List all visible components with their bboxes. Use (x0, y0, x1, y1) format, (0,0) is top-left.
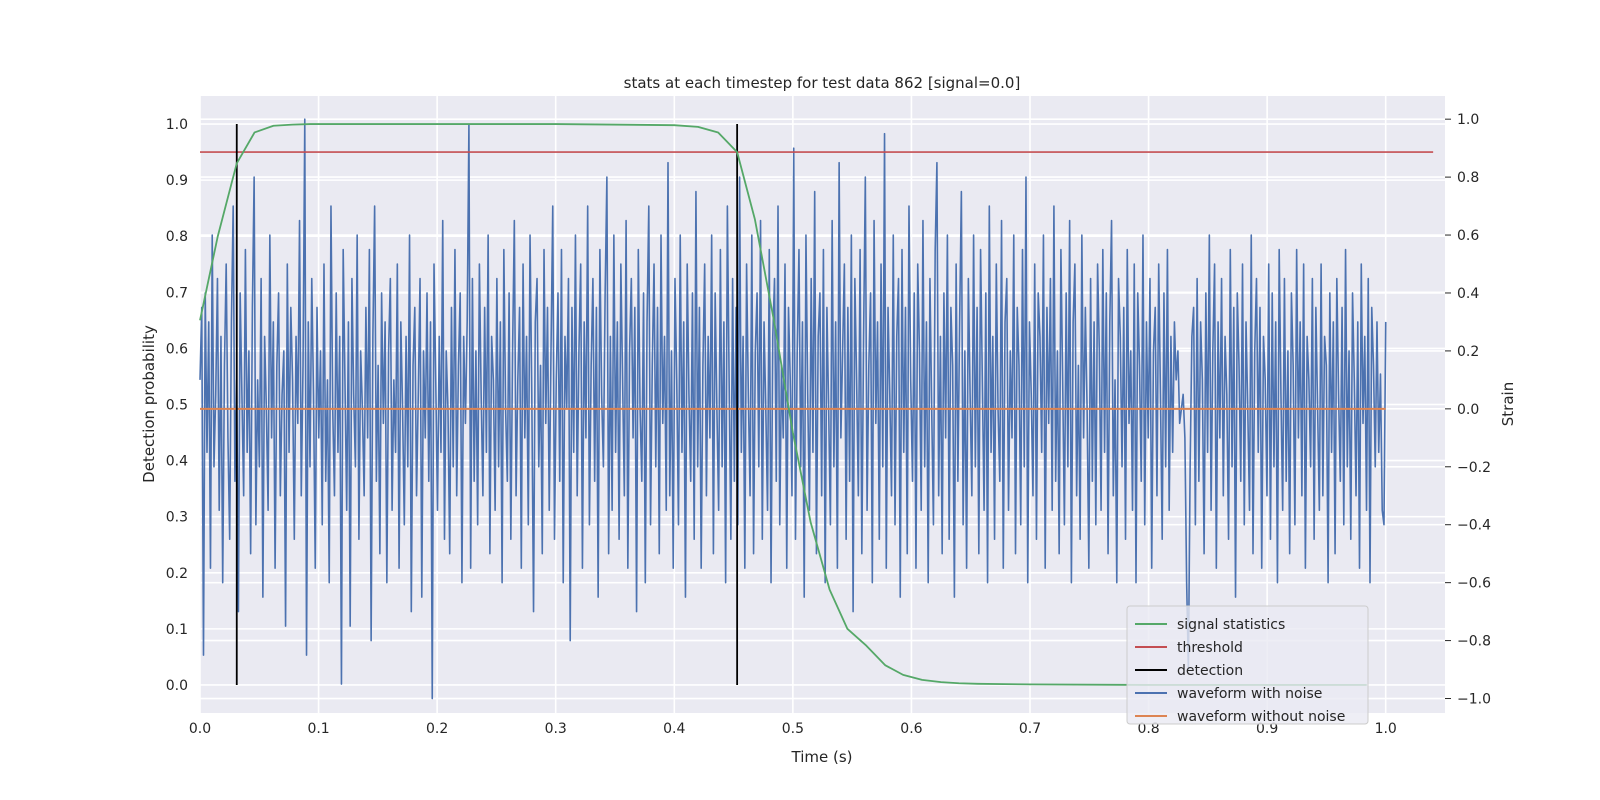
y-left-tick-label: 0.4 (166, 454, 188, 470)
y-right-tick-label: −0.8 (1457, 634, 1491, 650)
x-tick-label: 0.4 (663, 721, 685, 737)
y-left-tick-label: 1.0 (166, 117, 188, 133)
x-tick-label: 0.2 (426, 721, 448, 737)
y-left-tick-label: 0.2 (166, 566, 188, 582)
x-tick-label: 0.0 (189, 721, 211, 737)
y-right-tick-label: −1.0 (1457, 692, 1491, 708)
legend-entry: waveform with noise (1177, 686, 1322, 702)
x-tick-label: 0.5 (782, 721, 804, 737)
y-left-tick-label: 0.8 (166, 229, 188, 245)
y-right-tick-label: 0.2 (1457, 344, 1479, 360)
x-tick-label: 0.8 (1137, 721, 1159, 737)
x-tick-label: 0.7 (1019, 721, 1041, 737)
x-axis-ticks: 0.0 0.1 0.2 0.3 0.4 0.5 0.6 0.7 0.8 0.9 1.0 (189, 721, 1397, 737)
legend-entry: threshold (1177, 640, 1243, 656)
legend-box (1126, 605, 1369, 725)
x-tick-label: 0.3 (545, 721, 567, 737)
y-right-tick-label: −0.6 (1457, 576, 1491, 592)
y-axis-left-label: Detection probability (140, 325, 158, 483)
x-tick-label: 0.1 (307, 721, 329, 737)
y-right-tick-label: −0.4 (1457, 518, 1491, 534)
x-tick-label: 0.9 (1256, 721, 1278, 737)
y-left-tick-label: 0.1 (166, 622, 188, 638)
legend: signal statistics threshold detection wavef… (1126, 605, 1369, 725)
y-left-tick-label: 0.0 (166, 678, 188, 694)
y-right-tick-label: 0.6 (1457, 228, 1479, 244)
y-left-tick-label: 0.7 (166, 285, 188, 301)
y-left-tick-label: 0.9 (166, 173, 188, 189)
y-left-tick-label: 0.5 (166, 398, 188, 414)
y-right-tick-label: 0.4 (1457, 286, 1479, 302)
chart-title: stats at each timestep for test data 862… (624, 74, 1021, 92)
y-axis-left-ticks: 0.0 0.1 0.2 0.3 0.4 0.5 0.6 0.7 0.8 0.9 1.0 (166, 117, 188, 694)
legend-entry: signal statistics (1177, 617, 1285, 633)
x-axis-label: Time (s) (791, 748, 853, 766)
y-axis-right-ticks: −1.0 −0.8 −0.6 −0.4 −0.2 0.0 0.2 0.4 0.6 0.8 1.0 (1445, 112, 1491, 708)
y-right-tick-label: −0.2 (1457, 460, 1491, 476)
legend-entry: waveform without noise (1177, 709, 1345, 725)
y-right-tick-label: 0.0 (1457, 402, 1479, 418)
y-right-tick-label: 0.8 (1457, 170, 1479, 186)
y-left-tick-label: 0.3 (166, 510, 188, 526)
x-tick-label: 0.6 (900, 721, 922, 737)
series-signal-statistics (199, 123, 1367, 686)
y-axis-right-label: Strain (1499, 382, 1517, 426)
y-right-tick-label: 1.0 (1457, 112, 1479, 128)
y-left-tick-label: 0.6 (166, 341, 188, 357)
legend-entry: detection (1177, 663, 1243, 679)
x-tick-label: 1.0 (1375, 721, 1397, 737)
